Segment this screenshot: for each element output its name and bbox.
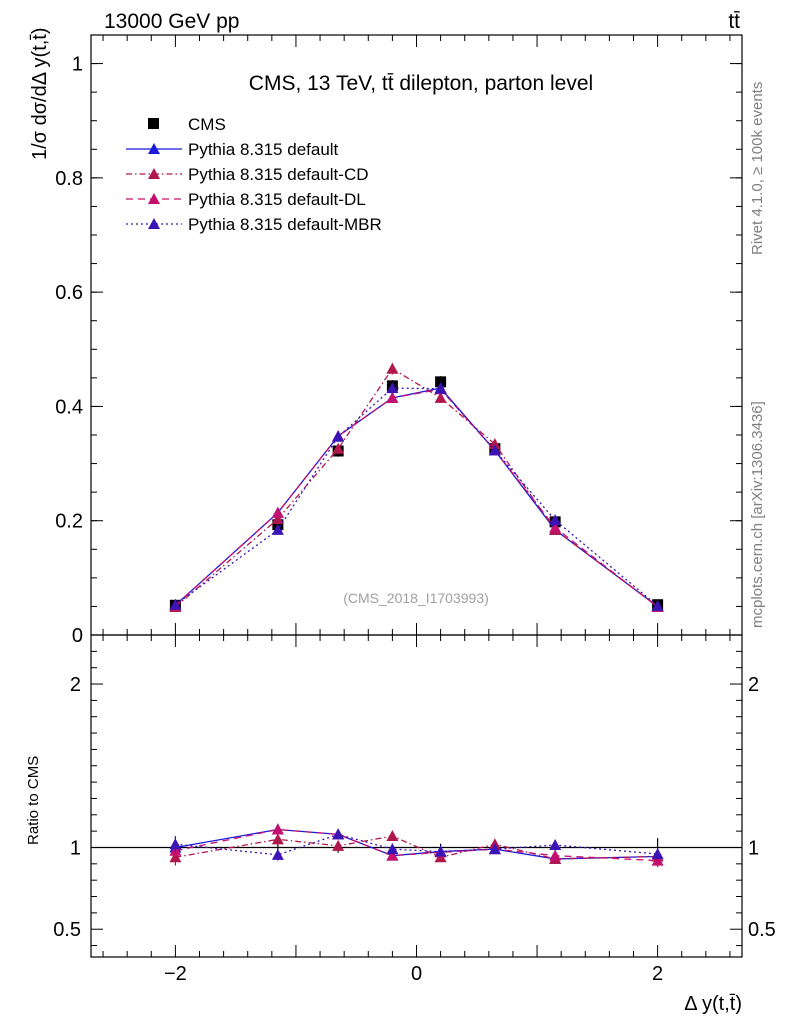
legend-label: CMS	[188, 115, 226, 134]
plot-title: CMS, 13 TeV, tt̄ dilepton, parton level	[249, 72, 593, 95]
legend-item: Pythia 8.315 default-MBR	[126, 215, 382, 234]
legend-label: Pythia 8.315 default-CD	[188, 165, 369, 184]
series-cms	[169, 376, 664, 611]
series-pythia-8-315-default-cd	[169, 362, 664, 612]
data-point	[651, 599, 664, 611]
data-point	[434, 382, 447, 394]
data-point	[271, 523, 284, 535]
ratio-y-tick-label-right: 0.5	[748, 919, 776, 941]
legend-marker	[148, 193, 160, 204]
ratio-pythia-8-315-default-mbr	[169, 828, 664, 861]
x-tick-label: −2	[164, 963, 187, 985]
energy-label: 13000 GeV pp	[104, 10, 239, 33]
y-tick-label: 0.2	[55, 511, 83, 533]
main-series	[169, 362, 664, 612]
data-point	[386, 391, 399, 403]
ratio-plot-frame	[90, 634, 743, 958]
ratio-y-tick-label-right: 2	[748, 674, 759, 696]
ratio-point	[549, 839, 562, 851]
legend-label: Pythia 8.315 default	[188, 140, 339, 159]
main-x-axis	[102, 35, 731, 635]
ratio-line	[175, 828, 658, 862]
legend-item: CMS	[148, 115, 226, 134]
ratio-point	[651, 848, 664, 860]
ratio-y-tick-label: 2	[70, 674, 81, 696]
data-point	[549, 521, 562, 533]
ratio-point	[169, 838, 182, 850]
y-tick-label: 0.4	[55, 396, 83, 418]
ratio-y-tick-label: 1	[70, 837, 81, 859]
ratio-point	[332, 839, 345, 851]
data-point	[488, 444, 501, 456]
legend: CMS Pythia 8.315 default Pythia 8.315 defa…	[126, 115, 382, 234]
data-point	[271, 506, 284, 518]
ratio-point	[271, 823, 284, 835]
legend-marker	[148, 218, 160, 229]
ratio-point	[386, 843, 399, 855]
x-tick-label: 0	[411, 963, 422, 985]
legend-item: Pythia 8.315 default-DL	[126, 190, 366, 209]
ratio-line	[175, 835, 658, 860]
ratio-point	[271, 833, 284, 845]
ratio-y-axis-label: Ratio to CMS	[25, 756, 42, 845]
ratio-point	[549, 849, 562, 861]
ratio-point	[271, 848, 284, 860]
main-y-axis: 0 0.2 0.4 0.6 0.8 1	[55, 54, 742, 647]
y-axis-label-text: 1/σ dσ/dΔ y(t,t̄)	[29, 27, 51, 160]
ratio-y-tick-label-right: 1	[748, 837, 759, 859]
ratio-point	[488, 843, 501, 855]
y-tick-label: 0.8	[55, 168, 83, 190]
legend-item: Pythia 8.315 default-CD	[126, 165, 369, 184]
legend-item: Pythia 8.315 default	[126, 140, 339, 159]
series-line	[175, 387, 659, 607]
series-line	[174, 367, 659, 608]
watermark: (CMS_2018_I1703993)	[343, 590, 489, 606]
series-line	[174, 387, 659, 607]
y-tick-label: 0.6	[55, 282, 83, 304]
ratio-point	[386, 849, 399, 861]
legend-label: Pythia 8.315 default-DL	[188, 190, 366, 209]
data-point	[332, 442, 345, 454]
ratio-y-axis: 0.5 0.5 1 1 2 2	[53, 650, 776, 947]
y-tick-label: 1	[72, 54, 83, 76]
ratio-plot-panel: 0.5 0.5 1 1 2 2 −2 0 2 Ratio to CMS	[25, 634, 776, 985]
x-tick-label: 2	[652, 963, 663, 985]
ratio-line	[175, 833, 658, 856]
main-plot-panel: 0 0.2 0.4 0.6 0.8 1 CMS, 13 TeV, tt̄ dilepton…	[55, 34, 743, 647]
x-axis-label: Δ y(t,t̄)	[684, 993, 742, 1015]
legend-marker	[148, 143, 160, 154]
ratio-series	[91, 823, 742, 868]
data-point	[271, 513, 284, 524]
data-point	[549, 514, 562, 526]
ratio-point	[386, 830, 399, 842]
data-point	[386, 362, 399, 374]
ratio-point	[332, 828, 345, 840]
data-point	[386, 382, 399, 394]
main-y-axis-label: 1/σ dσ/dΔ y(t,t̄)	[29, 27, 51, 160]
ratio-point	[434, 845, 447, 857]
y-tick-label: 0	[72, 625, 83, 647]
series-pythia-8-315-default	[169, 382, 664, 612]
rivet-label: Rivet 4.1.0, ≥ 100k events	[749, 82, 766, 255]
series-pythia-8-315-default-mbr	[169, 382, 664, 611]
ratio-x-axis: −2 0 2	[102, 635, 731, 985]
data-point	[332, 430, 345, 442]
ratio-line	[175, 828, 658, 860]
data-point	[169, 598, 182, 610]
data-point	[435, 376, 447, 388]
mcplots-label: mcplots.cern.ch [arXiv:1306.3436]	[749, 401, 766, 628]
ratio-y-tick-label: 0.5	[53, 919, 81, 941]
legend-marker	[148, 168, 160, 179]
series-line	[174, 388, 659, 608]
series-pythia-8-315-default-dl	[169, 383, 664, 612]
legend-marker	[148, 118, 159, 129]
process-label: tt̄	[728, 10, 740, 33]
legend-label: Pythia 8.315 default-MBR	[188, 215, 382, 234]
data-point	[434, 391, 447, 403]
